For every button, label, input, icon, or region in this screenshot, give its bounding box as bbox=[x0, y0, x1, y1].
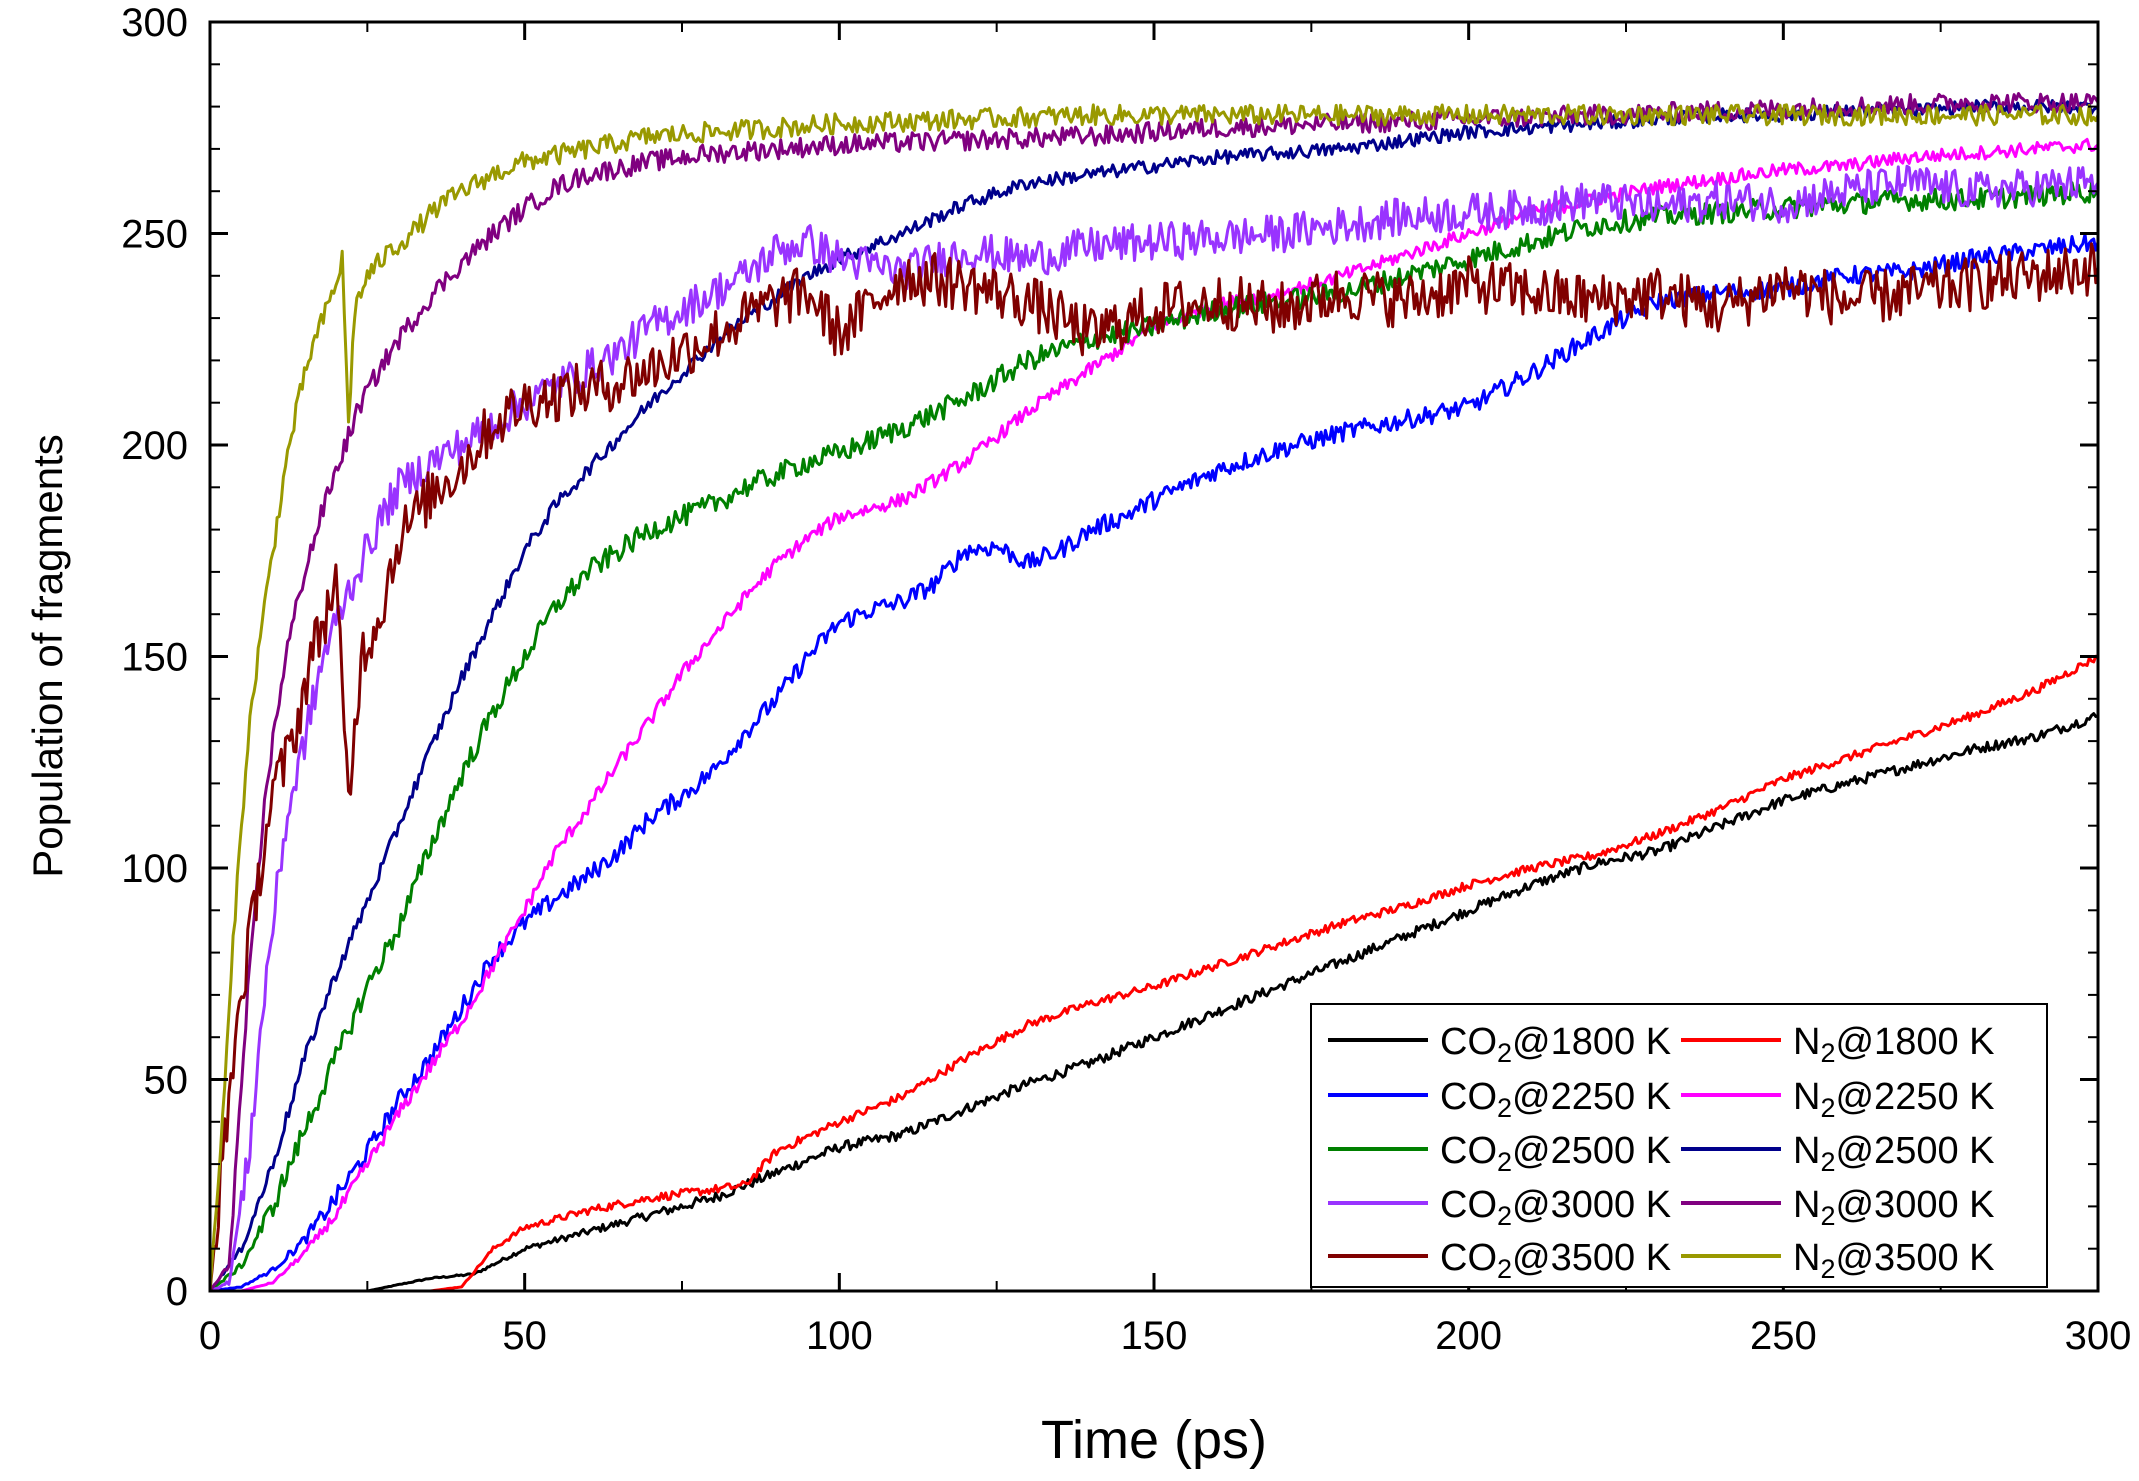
series-line bbox=[210, 712, 2099, 1293]
legend-entry: N2@3500 K bbox=[1793, 1237, 1995, 1284]
series-line bbox=[209, 181, 2100, 1293]
x-tick-label: 200 bbox=[1435, 1314, 1502, 1358]
legend-formula: CO bbox=[1440, 1237, 1497, 1279]
x-axis-label: Time (ps) bbox=[1041, 1410, 1267, 1470]
legend-subscript: 2 bbox=[1497, 1038, 1512, 1068]
legend-subscript: 2 bbox=[1497, 1147, 1512, 1177]
legend-formula: N bbox=[1793, 1021, 1820, 1063]
x-tick-label: 250 bbox=[1750, 1314, 1817, 1358]
y-tick-label: 100 bbox=[121, 847, 188, 891]
legend-subscript: 2 bbox=[1820, 1201, 1835, 1231]
series-line bbox=[208, 242, 2100, 1292]
legend-subscript: 2 bbox=[1497, 1254, 1512, 1284]
series-layer bbox=[208, 92, 2100, 1293]
y-tick-label: 250 bbox=[121, 213, 188, 257]
x-tick-label: 50 bbox=[502, 1314, 547, 1358]
legend-entry: N2@2500 K bbox=[1793, 1130, 1995, 1177]
legend-entry: N2@3000 K bbox=[1793, 1184, 1995, 1231]
y-axis-label: Population of fragments bbox=[24, 434, 71, 878]
legend-temperature: @2500 K bbox=[1835, 1130, 1994, 1172]
x-tick-label: 300 bbox=[2065, 1314, 2132, 1358]
legend-formula: CO bbox=[1440, 1021, 1497, 1063]
legend-temperature: @1800 K bbox=[1835, 1021, 1994, 1063]
legend-entry: CO2@3000 K bbox=[1440, 1184, 1671, 1231]
x-tick-label: 100 bbox=[806, 1314, 873, 1358]
legend-entry: N2@1800 K bbox=[1793, 1021, 1995, 1068]
y-tick-label: 50 bbox=[144, 1059, 189, 1103]
series-line bbox=[209, 164, 2100, 1293]
legend-entry: CO2@1800 K bbox=[1440, 1021, 1671, 1068]
legend-temperature: @2500 K bbox=[1512, 1130, 1671, 1172]
legend-entry: CO2@2250 K bbox=[1440, 1076, 1671, 1123]
axis-ticks: 0 50 100 150 200 250 300 0 50 100 150 200 250 300 bbox=[121, 1, 2131, 1358]
y-tick-label: 300 bbox=[121, 1, 188, 45]
legend-entry: N2@2250 K bbox=[1793, 1076, 1995, 1123]
legend-subscript: 2 bbox=[1820, 1093, 1835, 1123]
series-line bbox=[208, 103, 2100, 1292]
legend-formula: CO bbox=[1440, 1076, 1497, 1118]
series-line bbox=[210, 137, 2100, 1293]
legend-formula: N bbox=[1793, 1076, 1820, 1118]
y-tick-label: 150 bbox=[121, 636, 188, 680]
x-tick-label: 0 bbox=[199, 1314, 221, 1358]
legend-temperature: @2250 K bbox=[1512, 1076, 1671, 1118]
legend-formula: N bbox=[1793, 1237, 1820, 1279]
legend-subscript: 2 bbox=[1497, 1093, 1512, 1123]
legend-formula: CO bbox=[1440, 1130, 1497, 1172]
legend-temperature: @3000 K bbox=[1512, 1184, 1671, 1226]
legend-formula: N bbox=[1793, 1184, 1820, 1226]
legend-entry: CO2@2500 K bbox=[1440, 1130, 1671, 1177]
legend-temperature: @3000 K bbox=[1835, 1184, 1994, 1226]
legend-subscript: 2 bbox=[1820, 1254, 1835, 1284]
legend-box bbox=[1310, 1003, 2048, 1288]
legend-subscript: 2 bbox=[1497, 1201, 1512, 1231]
legend-subscript: 2 bbox=[1820, 1038, 1835, 1068]
legend-temperature: @1800 K bbox=[1512, 1021, 1671, 1063]
legend-formula: N bbox=[1793, 1130, 1820, 1172]
legend-formula: CO bbox=[1440, 1184, 1497, 1226]
y-tick-label: 200 bbox=[121, 424, 188, 468]
legend-entry: CO2@3500 K bbox=[1440, 1237, 1671, 1284]
legend-temperature: @3500 K bbox=[1835, 1237, 1994, 1279]
legend-subscript: 2 bbox=[1820, 1147, 1835, 1177]
x-tick-label: 150 bbox=[1121, 1314, 1188, 1358]
y-tick-label: 0 bbox=[166, 1270, 188, 1314]
series-line bbox=[210, 654, 2099, 1293]
legend-temperature: @2250 K bbox=[1835, 1076, 1994, 1118]
legend-temperature: @3500 K bbox=[1512, 1237, 1671, 1279]
